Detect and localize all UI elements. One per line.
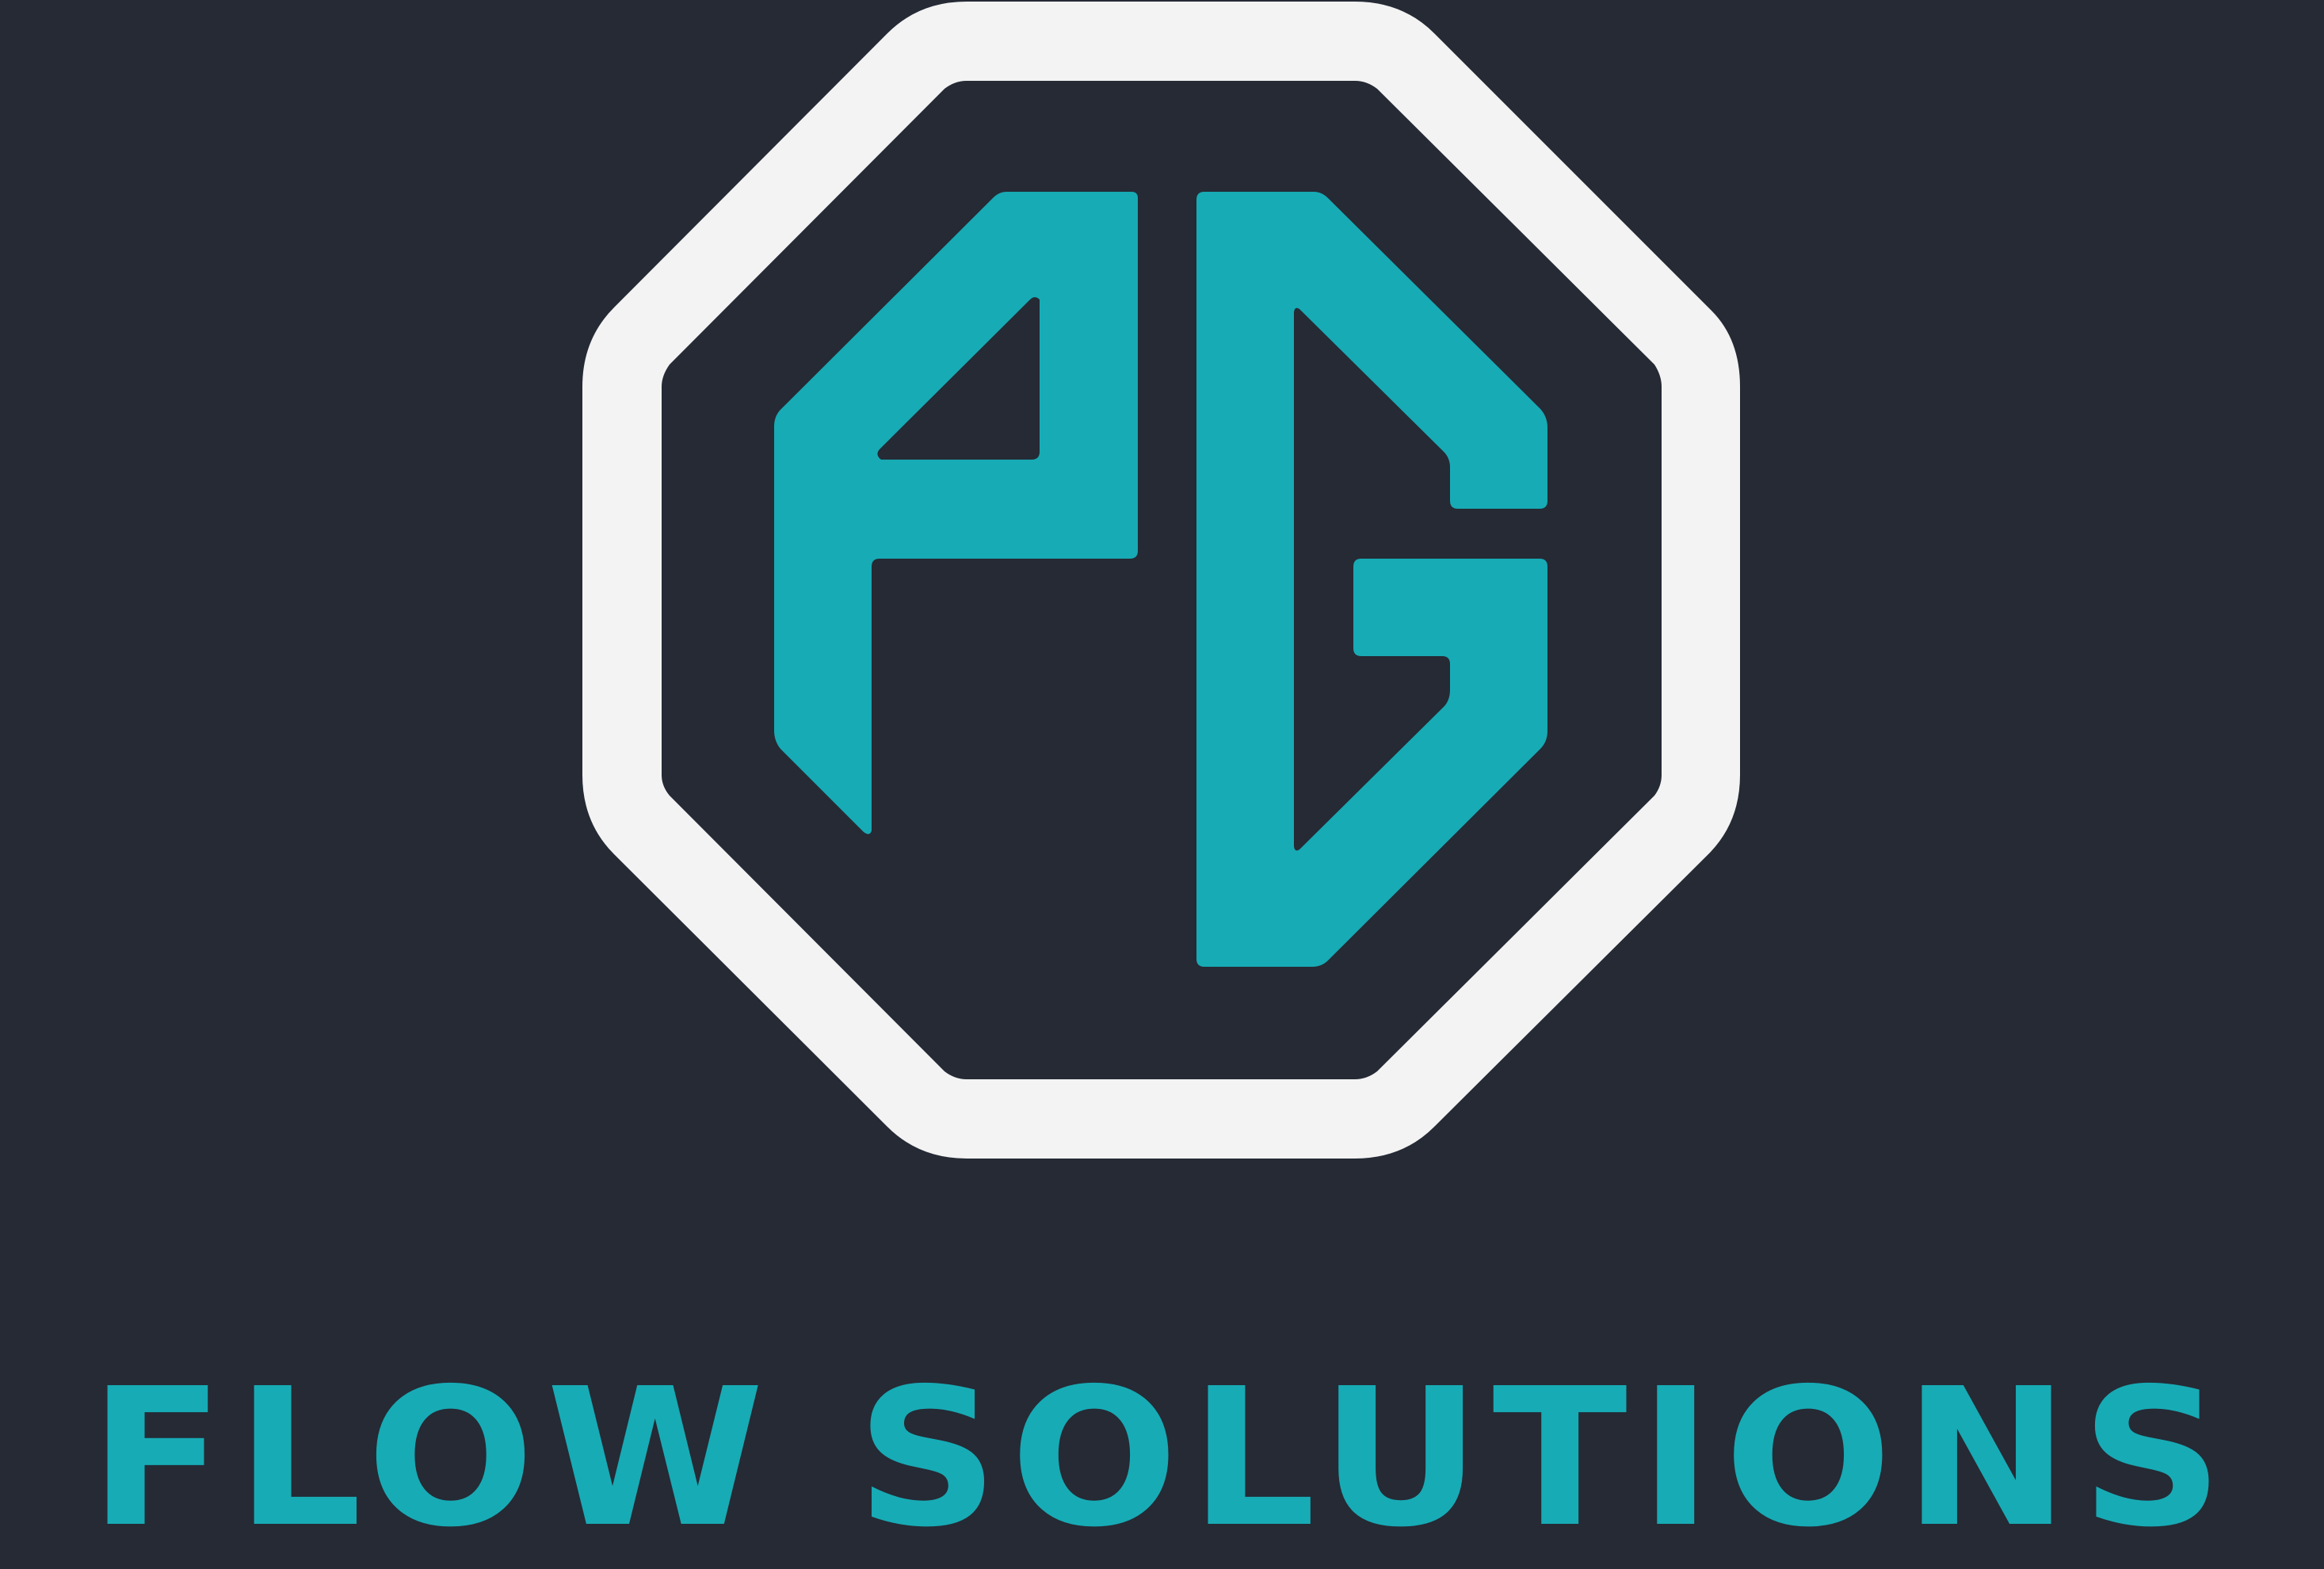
monogram-letter-p <box>774 192 1138 834</box>
octagon-frame <box>582 2 1740 1159</box>
brand-wordmark: FLOW SOLUTIONS <box>89 1347 2235 1569</box>
monogram-letter-g <box>1196 192 1547 967</box>
